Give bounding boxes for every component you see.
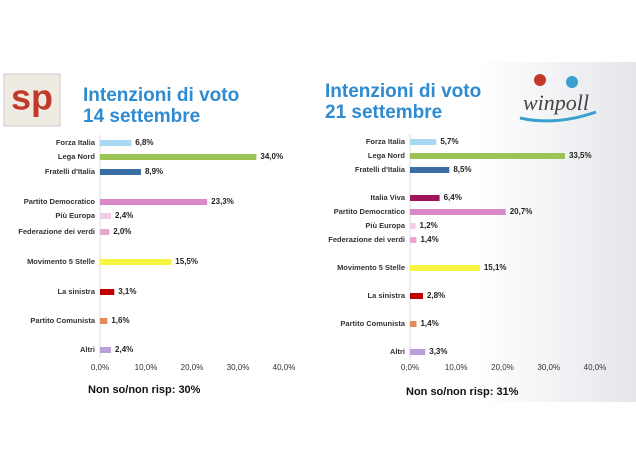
- category-label: Partito Comunista: [340, 319, 405, 328]
- value-label: 2,4%: [115, 211, 133, 220]
- value-label: 3,3%: [429, 347, 447, 356]
- bar: [100, 213, 112, 219]
- note: Non so/non risp: 30%: [88, 384, 201, 396]
- bar: [100, 199, 208, 205]
- x-tick-label: 20,0%: [181, 363, 204, 372]
- category-label: Movimento 5 Stelle: [337, 263, 405, 272]
- bar: [410, 223, 416, 229]
- bar: [410, 153, 565, 159]
- category-label: La sinistra: [367, 291, 405, 300]
- x-tick-label: 10,0%: [445, 363, 468, 372]
- x-tick-label: 0,0%: [91, 363, 109, 372]
- category-label: Federazione dei verdi: [328, 235, 405, 244]
- bar: [100, 154, 257, 160]
- value-label: 34,0%: [260, 152, 283, 161]
- category-label: Fratelli d'Italia: [355, 165, 406, 174]
- category-label: Italia Viva: [371, 193, 406, 202]
- x-tick-label: 20,0%: [491, 363, 514, 372]
- note: Non so/non risp: 31%: [406, 386, 519, 398]
- value-label: 1,6%: [111, 316, 129, 325]
- bar: [100, 289, 115, 295]
- bar: [410, 321, 417, 327]
- value-label: 23,3%: [211, 197, 234, 206]
- value-label: 2,8%: [427, 291, 445, 300]
- bar: [410, 237, 417, 243]
- value-label: 6,8%: [135, 138, 153, 147]
- value-label: 3,1%: [118, 287, 136, 296]
- bar: [410, 195, 440, 201]
- chart-subtitle: 21 settembre: [325, 102, 442, 123]
- bar: [100, 347, 112, 353]
- logo-icon: [566, 76, 578, 88]
- value-label: 20,7%: [510, 207, 533, 216]
- logo-winpoll: winpoll: [523, 90, 589, 115]
- category-label: La sinistra: [57, 287, 95, 296]
- value-label: 1,2%: [420, 221, 438, 230]
- bar: [100, 169, 141, 175]
- category-label: Più Europa: [365, 221, 405, 230]
- chart-subtitle: 14 settembre: [83, 106, 200, 127]
- x-tick-label: 40,0%: [584, 363, 607, 372]
- category-label: Lega Nord: [58, 152, 96, 161]
- value-label: 5,7%: [440, 137, 458, 146]
- value-label: 1,4%: [420, 235, 438, 244]
- value-label: 6,4%: [444, 193, 462, 202]
- category-label: Più Europa: [55, 211, 95, 220]
- logo-sp: sp: [11, 77, 53, 118]
- value-label: 1,4%: [420, 319, 438, 328]
- x-tick-label: 10,0%: [135, 363, 158, 372]
- bar: [410, 167, 450, 173]
- category-label: Forza Italia: [56, 138, 96, 147]
- category-label: Fratelli d'Italia: [45, 167, 96, 176]
- bar: [410, 265, 480, 271]
- x-tick-label: 40,0%: [273, 363, 296, 372]
- x-tick-label: 0,0%: [401, 363, 419, 372]
- chart-title: Intenzioni di voto: [83, 85, 239, 106]
- value-label: 8,9%: [145, 167, 163, 176]
- bar: [410, 293, 423, 299]
- category-label: Altri: [390, 347, 405, 356]
- bar: [100, 259, 172, 265]
- value-label: 33,5%: [569, 151, 592, 160]
- bar: [100, 318, 108, 324]
- value-label: 2,4%: [115, 345, 133, 354]
- bar: [100, 229, 110, 235]
- bar: [410, 209, 506, 215]
- value-label: 15,5%: [175, 257, 198, 266]
- category-label: Altri: [80, 345, 95, 354]
- x-tick-label: 30,0%: [227, 363, 250, 372]
- value-label: 8,5%: [453, 165, 471, 174]
- value-label: 2,0%: [113, 227, 131, 236]
- category-label: Forza Italia: [366, 137, 406, 146]
- logo-box: [3, 73, 61, 127]
- bar: [100, 140, 132, 146]
- logo-swoosh: [519, 110, 597, 123]
- bar: [410, 139, 437, 145]
- category-label: Lega Nord: [368, 151, 406, 160]
- value-label: 15,1%: [484, 263, 507, 272]
- chart-title: Intenzioni di voto: [325, 81, 481, 102]
- category-label: Partito Democratico: [334, 207, 406, 216]
- category-label: Movimento 5 Stelle: [27, 257, 95, 266]
- category-label: Partito Comunista: [30, 316, 95, 325]
- logo-icon: [534, 74, 546, 86]
- category-label: Partito Democratico: [24, 197, 96, 206]
- category-label: Federazione dei verdi: [18, 227, 95, 236]
- x-tick-label: 30,0%: [537, 363, 560, 372]
- bar: [410, 349, 426, 355]
